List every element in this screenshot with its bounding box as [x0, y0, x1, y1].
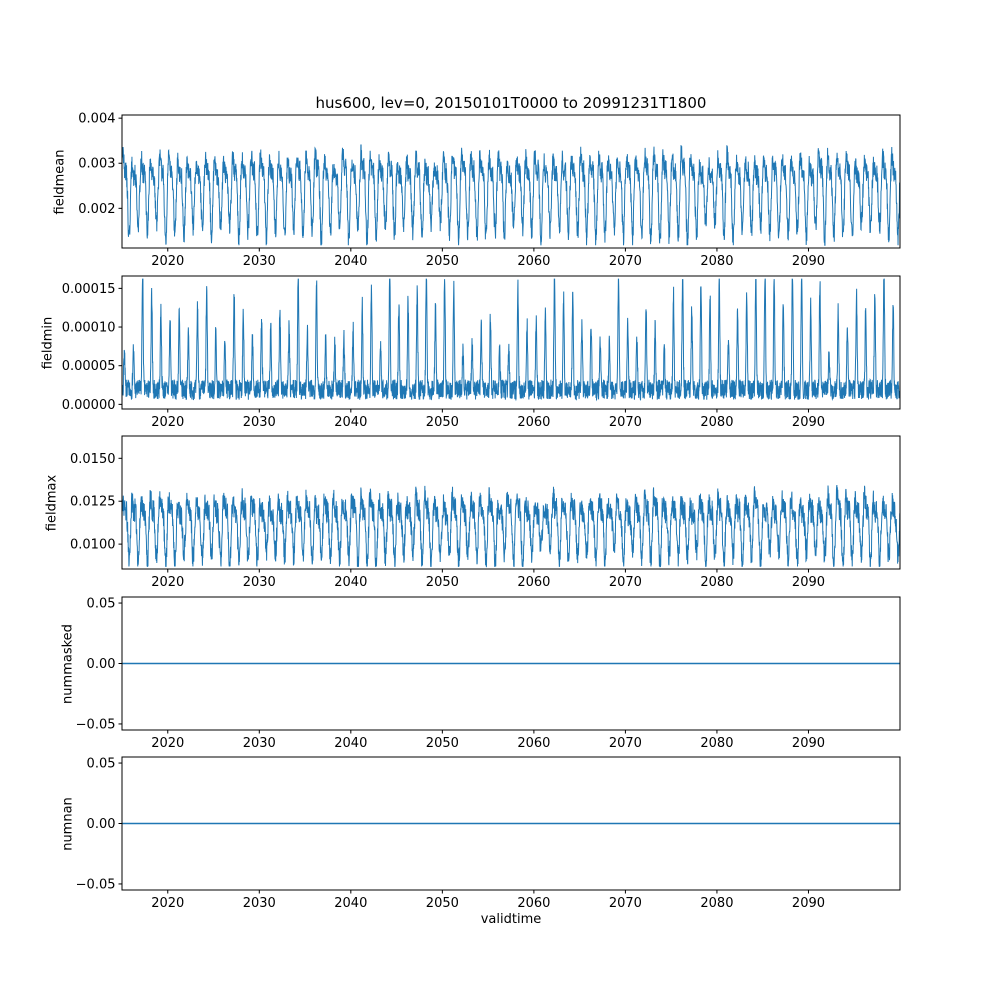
axes-frame-nummasked [121, 596, 901, 731]
xtick-label-fieldmin: 2080 [700, 415, 733, 430]
xtick-label-fieldmin: 2090 [792, 415, 825, 430]
xtick-label-numnan: 2020 [151, 896, 184, 911]
xtick-label-numnan: 2080 [700, 896, 733, 911]
xtick-label-nummasked: 2030 [243, 736, 276, 751]
xtick-label-fieldmean: 2040 [334, 254, 367, 269]
xtick-label-numnan: 2070 [609, 896, 642, 911]
xtick-label-fieldmin: 2050 [426, 415, 459, 430]
xtick-label-numnan: 2050 [426, 896, 459, 911]
xtick-label-nummasked: 2060 [517, 736, 550, 751]
xtick-label-fieldmax: 2050 [426, 575, 459, 590]
xtick-label-fieldmax: 2020 [151, 575, 184, 590]
ytick-label-nummasked: 0.05 [87, 597, 116, 612]
xtick-label-fieldmax: 2030 [243, 575, 276, 590]
ytick-label-fieldmax: 0.0125 [70, 495, 116, 510]
xtick-label-fieldmean: 2090 [792, 254, 825, 269]
ytick-label-nummasked: 0.00 [87, 657, 116, 672]
xtick-label-nummasked: 2090 [792, 736, 825, 751]
ytick-label-fieldmean: 0.002 [78, 202, 115, 217]
axes-frame-fieldmax [121, 435, 901, 570]
xtick-label-fieldmean: 2020 [151, 254, 184, 269]
axes-frame-fieldmin [121, 275, 901, 410]
ytick-label-numnan: 0.05 [87, 757, 116, 772]
series-line-fieldmax [122, 484, 900, 568]
ytick-label-fieldmin: 0.00015 [62, 282, 116, 297]
axes-frame-numnan [121, 756, 901, 891]
xtick-label-numnan: 2060 [517, 896, 550, 911]
xtick-label-fieldmax: 2080 [700, 575, 733, 590]
xtick-label-nummasked: 2050 [426, 736, 459, 751]
xtick-label-fieldmax: 2070 [609, 575, 642, 590]
xtick-label-fieldmin: 2060 [517, 415, 550, 430]
ytick-label-fieldmin: 0.00005 [62, 359, 116, 374]
xtick-label-fieldmean: 2030 [243, 254, 276, 269]
subplot-fieldmin: 0.00000 0.00005 0.00010 0.00015 2020 2030 2040… [62, 275, 901, 430]
xtick-label-fieldmean: 2070 [609, 254, 642, 269]
xtick-label-numnan: 2030 [243, 896, 276, 911]
ytick-label-fieldmean: 0.004 [78, 112, 115, 127]
xtick-label-fieldmean: 2050 [426, 254, 459, 269]
xtick-label-nummasked: 2070 [609, 736, 642, 751]
xtick-label-fieldmin: 2020 [151, 415, 184, 430]
xtick-label-fieldmax: 2040 [334, 575, 367, 590]
xtick-label-fieldmax: 2060 [517, 575, 550, 590]
xtick-label-numnan: 2090 [792, 896, 825, 911]
ytick-label-fieldmin: 0.00000 [62, 398, 116, 413]
axes-frame-fieldmean [121, 114, 901, 249]
ytick-label-fieldmean: 0.003 [78, 157, 115, 172]
subplot-numnan: −0.05 0.00 0.05 2020 2030 2040 2050 2060 2070 208… [76, 756, 901, 911]
chart-title: hus600, lev=0, 20150101T0000 to 20991231… [315, 94, 707, 112]
ytick-label-fieldmax: 0.0100 [70, 538, 116, 553]
ytick-label-fieldmax: 0.0150 [70, 452, 116, 467]
ytick-label-nummasked: −0.05 [76, 717, 116, 732]
xlabel-validtime: validtime [480, 912, 542, 927]
subplot-nummasked: −0.05 0.00 0.05 2020 2030 2040 2050 2060 2070 208… [76, 596, 901, 751]
xtick-label-nummasked: 2040 [334, 736, 367, 751]
subplot-fieldmean: 0.002 0.003 0.004 2020 2030 2040 2050 2060 2070 2… [78, 112, 901, 269]
xtick-label-nummasked: 2020 [151, 736, 184, 751]
xtick-label-fieldmin: 2030 [243, 415, 276, 430]
subplot-fieldmax: 0.0100 0.0125 0.0150 2020 2030 2040 2050 2060 20… [70, 435, 901, 590]
series-line-fieldmin [122, 278, 900, 402]
xtick-label-nummasked: 2080 [700, 736, 733, 751]
series-line-fieldmean [122, 144, 900, 246]
xtick-label-fieldmin: 2040 [334, 415, 367, 430]
xtick-label-fieldmean: 2080 [700, 254, 733, 269]
xtick-label-numnan: 2040 [334, 896, 367, 911]
ytick-label-numnan: 0.00 [87, 817, 116, 832]
ytick-label-fieldmin: 0.00010 [62, 321, 116, 336]
xtick-label-fieldmean: 2060 [517, 254, 550, 269]
ytick-label-numnan: −0.05 [76, 877, 116, 892]
xtick-label-fieldmin: 2070 [609, 415, 642, 430]
xtick-label-fieldmax: 2090 [792, 575, 825, 590]
